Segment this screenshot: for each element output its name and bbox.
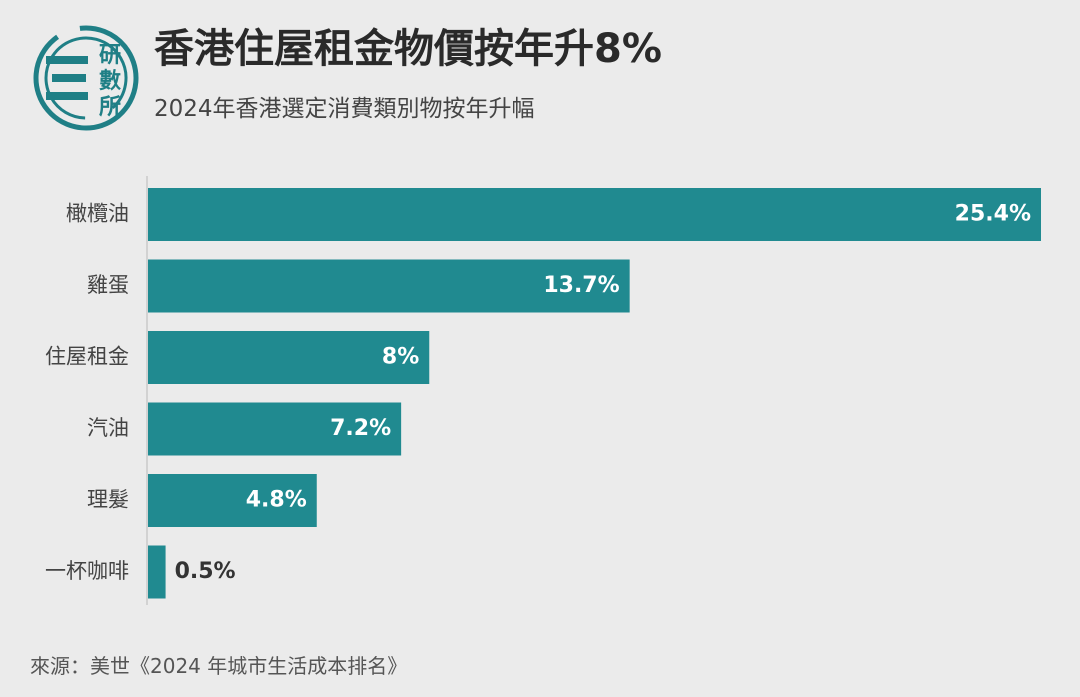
category-label: 住屋租金 [45,345,129,369]
category-label: 理髮 [87,488,129,512]
source-note: 來源：美世《2024 年城市生活成本排名》 [30,654,408,678]
bar [148,259,630,313]
category-label: 汽油 [87,416,129,440]
bar [148,331,430,384]
bar [148,545,166,599]
logo-char-1: 研 [99,43,121,68]
bar [148,188,1041,241]
value-label: 8% [382,345,419,370]
value-label: 4.8% [246,488,307,513]
category-label: 一杯咖啡 [45,559,129,583]
logo-char-3: 所 [99,95,121,120]
bar [148,474,317,527]
value-label: 13.7% [543,273,619,298]
value-label: 25.4% [955,202,1031,227]
value-label: 7.2% [330,416,391,441]
logo-char-2: 數 [99,69,121,94]
logo-icon: 研 數 所 [33,25,139,131]
chart-title: 香港住屋租金物價按年升8% [154,26,662,72]
chart-subtitle: 2024年香港選定消費類別物按年升幅 [154,96,535,122]
bar [148,402,402,456]
value-label: 0.5% [175,559,236,584]
category-label: 橄欖油 [66,202,129,226]
category-label: 雞蛋 [87,273,129,297]
